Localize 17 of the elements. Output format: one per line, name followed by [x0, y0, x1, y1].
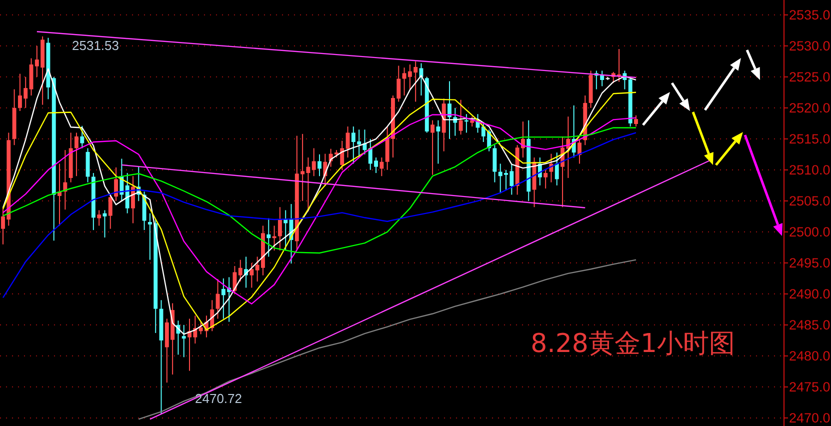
y-tick-label: 2525.0: [789, 70, 830, 85]
y-tick-label: 2480.0: [789, 348, 830, 364]
y-tick-label: 2485.0: [789, 318, 830, 333]
y-tick-label: 2530.0: [789, 38, 830, 54]
y-tick-label: 2515.0: [789, 132, 830, 147]
text: 8.28黄金1小时图: [530, 329, 735, 359]
y-tick-label: 2510.0: [789, 162, 830, 178]
y-tick-label: 2535.0: [789, 8, 830, 23]
y-tick-label: 2475.0: [789, 380, 830, 395]
y-tick-label: 2470.0: [789, 410, 830, 426]
y-tick-label: 2500.0: [789, 224, 830, 240]
y-tick-label: 2505.0: [789, 194, 830, 209]
y-tick-label: 2490.0: [789, 286, 830, 302]
y-tick-label: 2495.0: [789, 256, 830, 271]
annotation: 2470.72: [195, 391, 242, 406]
annotation: 2531.53: [72, 38, 119, 53]
y-tick-label: 2520.0: [789, 100, 830, 116]
